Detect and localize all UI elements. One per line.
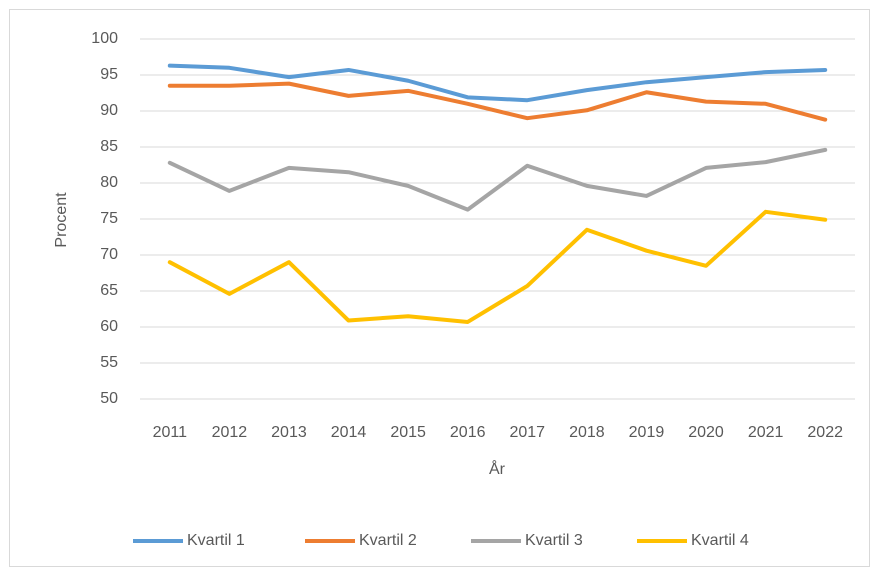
line-series [167,147,828,212]
legend-label: Kvartil 4 [691,532,749,549]
x-tick-label: 2013 [271,424,307,441]
x-tick-label: 2022 [807,424,843,441]
x-tick-label: 2020 [688,424,724,441]
x-tick-label: 2019 [629,424,665,441]
y-tick-label: 55 [100,354,118,371]
line-series [167,209,828,324]
x-tick-label: 2018 [569,424,605,441]
x-tick-label: 2021 [748,424,784,441]
chart-frame [9,9,870,567]
y-tick-label: 50 [100,390,118,407]
x-tick-label: 2012 [212,424,248,441]
x-tick-label: 2017 [509,424,545,441]
line-series [167,81,828,122]
y-tick-label: 95 [100,66,118,83]
x-tick-label: 2015 [390,424,426,441]
legend-label: Kvartil 1 [187,532,245,549]
y-tick-label: 80 [100,174,118,191]
x-tick-label: 2014 [331,424,367,441]
y-tick-label: 100 [91,30,118,47]
x-axis-label: År [489,459,506,478]
y-axis-label: Procent [53,192,70,248]
x-tick-label: 2011 [153,424,188,441]
legend-label: Kvartil 2 [359,532,417,549]
line-series [167,63,828,103]
y-tick-label: 65 [100,282,118,299]
y-tick-label: 70 [100,246,118,263]
y-tick-label: 75 [100,210,118,227]
y-tick-label: 85 [100,138,118,155]
legend-label: Kvartil 3 [525,532,583,549]
y-tick-label: 90 [100,102,118,119]
y-tick-label: 60 [100,318,118,335]
x-tick-label: 2016 [450,424,486,441]
